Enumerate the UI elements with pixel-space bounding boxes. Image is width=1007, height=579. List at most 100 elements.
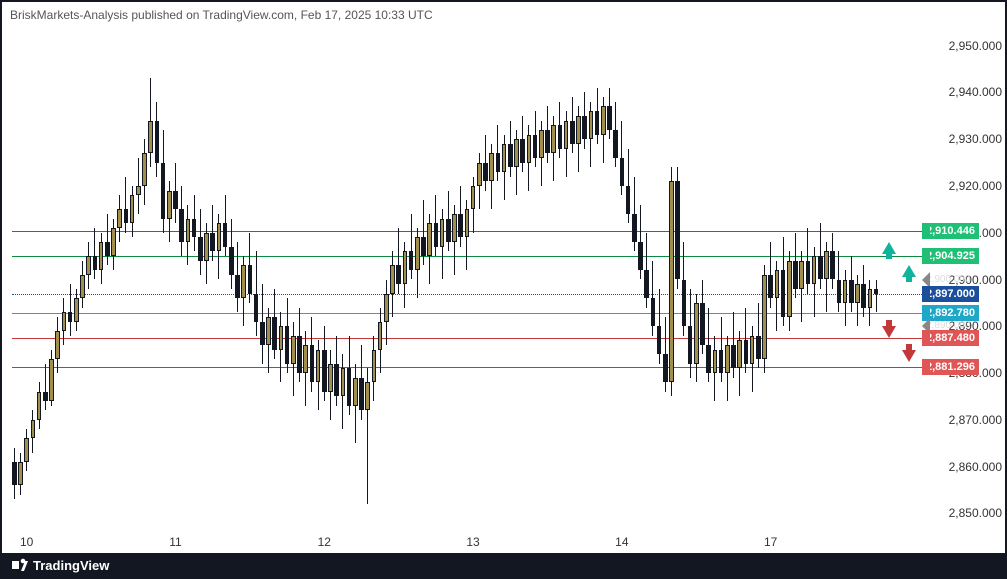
candle-body [415, 237, 420, 270]
candle-body [31, 420, 36, 439]
candle-body [353, 378, 358, 406]
x-tick-label: 17 [764, 535, 777, 549]
candle-body [192, 219, 197, 238]
candle-body [620, 158, 625, 186]
candle-body [570, 121, 575, 144]
candle-body [564, 121, 569, 149]
candle-body [737, 340, 742, 368]
candle-body [626, 186, 631, 214]
hline [12, 367, 922, 368]
candle-body [576, 116, 581, 144]
candle-body [334, 364, 339, 397]
candle-body [483, 163, 488, 182]
publish-header: BriskMarkets-Analysis published on Tradi… [10, 8, 433, 22]
price-tag: 2,904.925 [922, 248, 979, 264]
candle-body [830, 251, 835, 279]
candle-body [775, 270, 780, 298]
arrow-down-icon [902, 350, 916, 362]
candle-body [465, 209, 470, 237]
candle-body [248, 265, 253, 293]
footer-bar: TradingView [2, 553, 1005, 577]
candle-body [291, 336, 296, 364]
candle-body [372, 350, 377, 383]
candle-body [607, 106, 612, 129]
candle-body [744, 340, 749, 363]
candle-body [868, 289, 873, 308]
y-tick-label: 2,850.000 [949, 506, 1002, 520]
candle-body [210, 233, 215, 252]
y-tick-label: 2,940.000 [949, 85, 1002, 99]
candle-body [341, 368, 346, 396]
x-tick-label: 11 [169, 535, 181, 549]
candle-body [446, 219, 451, 242]
hline [12, 313, 922, 314]
candle-body [533, 135, 538, 158]
candle-body [843, 280, 848, 303]
candle-body [198, 237, 203, 260]
candle-body [179, 209, 184, 242]
candle-body [303, 345, 308, 373]
candle-body [601, 106, 606, 134]
x-tick-label: 10 [20, 535, 33, 549]
candle-body [43, 392, 48, 401]
candle-body [514, 139, 519, 167]
candle-body [558, 125, 563, 148]
candle-body [675, 181, 680, 279]
candle-body [812, 256, 817, 284]
candle-body [136, 186, 141, 195]
candle-body [260, 322, 265, 345]
candle-body [818, 256, 823, 279]
candle-body [496, 153, 501, 172]
candle-body [700, 303, 705, 345]
candle-body [217, 223, 222, 251]
candle-body [874, 289, 879, 294]
candle-body [824, 251, 829, 279]
candle-body [124, 209, 129, 223]
arrow-stem [886, 320, 892, 326]
candle-body [279, 326, 284, 349]
candle-body [837, 280, 842, 303]
candle-wick [876, 280, 877, 313]
candle-body [452, 214, 457, 242]
candle-body [235, 275, 240, 298]
candle-body [682, 280, 687, 327]
candle-body [787, 261, 792, 317]
candle-body [719, 350, 724, 373]
candle-body [322, 350, 327, 392]
candle-body [186, 219, 191, 242]
candle-body [86, 256, 91, 275]
candle-body [12, 462, 17, 485]
candle-body [272, 317, 277, 350]
price-tag: 2,910.446 [922, 223, 979, 239]
candle-body [477, 163, 482, 186]
candle-body [582, 116, 587, 139]
candle-body [632, 214, 637, 242]
price-tag: 2,887.480 [922, 330, 979, 346]
candle-body [595, 111, 600, 134]
hline [12, 338, 922, 339]
candle-body [762, 275, 767, 359]
candle-body [539, 130, 544, 158]
candle-body [390, 265, 395, 293]
price-tag: 2,881.296 [922, 359, 979, 375]
candle-body [750, 336, 755, 364]
candle-body [359, 378, 364, 411]
candle-body [613, 130, 618, 158]
price-chart[interactable] [12, 27, 922, 532]
candle-body [694, 303, 699, 364]
candle-body [527, 135, 532, 163]
candle-body [471, 186, 476, 209]
candle-body [285, 326, 290, 363]
candle-body [403, 251, 408, 284]
candle-body [254, 294, 259, 322]
candle-body [167, 191, 172, 219]
candle-body [793, 261, 798, 289]
candle-body [93, 256, 98, 270]
candle-body [589, 111, 594, 139]
hline [12, 294, 922, 295]
candle-body [651, 298, 656, 326]
candle-body [663, 354, 668, 382]
candle-wick [107, 214, 108, 265]
candle-wick [45, 364, 46, 411]
candle-body [855, 284, 860, 303]
